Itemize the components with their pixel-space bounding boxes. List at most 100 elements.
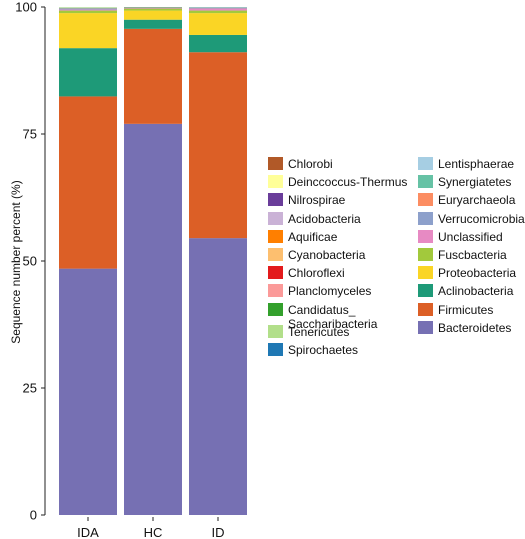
legend-label: Lentisphaerae <box>438 157 515 171</box>
legend-swatch <box>268 342 283 356</box>
legend-item: Chlorobi <box>268 157 407 175</box>
legend-swatch <box>418 211 433 225</box>
legend-item: Aclinobacteria <box>418 284 525 302</box>
bar-segment-id-fuscbacteria <box>189 10 247 14</box>
legend-swatch <box>268 211 283 225</box>
legend-swatch <box>418 157 433 170</box>
bar-segment-id-bacteroidetes <box>189 238 247 515</box>
bar-segment-ida-tenericutes <box>59 7 117 8</box>
legend-item: Deinccoccus-Thermus <box>268 175 407 193</box>
y-tick-label: 100 <box>15 0 37 15</box>
bar-segment-hc-synergiatetes <box>124 7 182 8</box>
legend-label: Deinccoccus-Thermus <box>288 175 408 190</box>
y-axis-title: Sequence number percent (%) <box>9 180 23 343</box>
legend-swatch <box>268 193 283 207</box>
legend-swatch <box>418 247 433 261</box>
legend-item: Lentisphaerae <box>418 157 525 175</box>
bar-segment-ida-aclinobacteria <box>59 48 117 97</box>
legend-label: Candidatus_ Saccharibacteria <box>288 302 378 331</box>
legend-label: Verrucomicrobia <box>438 211 525 226</box>
legend-swatch <box>268 284 283 298</box>
legend-item: Tenericutes <box>268 324 407 343</box>
bar-segment-ida-fuscbacteria <box>59 10 117 14</box>
legend-item: Verrucomicrobia <box>418 211 525 230</box>
bar-segment-hc-aclinobacteria <box>124 19 182 29</box>
bar-segment-id-firmicutes <box>189 52 247 239</box>
legend-label: Aquificae <box>288 229 338 244</box>
legend-swatch <box>418 266 433 280</box>
bar-segment-hc-fuscbacteria <box>124 8 182 11</box>
legend-item: Acidobacteria <box>268 211 407 230</box>
legend-label: Planclomyceles <box>288 284 372 299</box>
legend-swatch <box>268 324 283 338</box>
legend-item: Bacteroidetes <box>418 320 525 339</box>
bar-segment-ida-verrucomicrobia <box>59 8 117 10</box>
bar-segment-id-aclinobacteria <box>189 34 247 53</box>
legend-label: Unclassified <box>438 229 503 244</box>
bar-segment-id-lentisphaerae <box>189 7 247 8</box>
x-tick-label-id: ID <box>212 525 225 539</box>
legend-swatch <box>418 320 433 334</box>
legend-label: Firmicutes <box>438 302 494 317</box>
legend-item: Nilrospirae <box>268 193 407 211</box>
legend-swatch <box>268 175 283 189</box>
legend-swatch <box>418 193 433 207</box>
bar-segment-hc-proteobacteria <box>124 10 182 20</box>
bar-segment-hc-bacteroidetes <box>124 123 182 515</box>
axes-layer: 0 25 50 75 100 IDA HC ID <box>15 0 224 539</box>
legend-swatch <box>268 247 283 261</box>
legend-swatch <box>418 284 433 298</box>
x-tick-label-ida: IDA <box>77 525 99 539</box>
legend-label: Proteobacteria <box>438 266 517 281</box>
bar-segment-id-proteobacteria <box>189 13 247 35</box>
legend-label: Synergiatetes <box>438 175 512 190</box>
legend-label: Acidobacteria <box>288 211 361 226</box>
legend-item: Proteobacteria <box>418 266 525 284</box>
y-tick-label: 50 <box>23 254 37 269</box>
bar-segment-hc-firmicutes <box>124 28 182 124</box>
legend-label: Chlorobi <box>288 157 333 171</box>
bar-segment-ida-unclassified <box>59 9 117 11</box>
y-tick-label: 25 <box>23 381 37 396</box>
legend-label: Fuscbacteria <box>438 247 507 262</box>
legend-item: Spirochaetes <box>268 342 407 361</box>
legend-item: Firmicutes <box>418 302 525 321</box>
legend-label: Cyanobacteria <box>288 247 366 262</box>
legend-column-left: Chlorobi Deinccoccus-Thermus Nilrospirae Ac… <box>268 157 407 361</box>
legend-item: Candidatus_ Saccharibacteria <box>268 302 407 331</box>
legend-label: Chloroflexi <box>288 266 345 281</box>
legend-label: Tenericutes <box>288 324 350 339</box>
legend-column-right: Lentisphaerae Synergiatetes Euryarchaeola V… <box>418 157 525 339</box>
legend-swatch <box>418 229 433 243</box>
y-tick-label: 0 <box>30 508 37 523</box>
legend-swatch <box>418 302 433 316</box>
legend-swatch <box>268 266 283 280</box>
legend-swatch <box>268 157 283 170</box>
legend-item: Cyanobacteria <box>268 247 407 266</box>
bar-segment-ida-firmicutes <box>59 96 117 269</box>
legend-label: Nilrospirae <box>288 193 346 208</box>
legend-swatch <box>418 175 433 189</box>
bar-segment-id-verrucomicrobia <box>189 8 247 9</box>
y-tick-label: 75 <box>23 127 37 142</box>
legend-swatch <box>268 229 283 243</box>
legend-item: Chloroflexi <box>268 266 407 284</box>
legend-item: Synergiatetes <box>418 175 525 193</box>
legend-label: Euryarchaeola <box>438 193 516 208</box>
bar-segment-ida-bacteroidetes <box>59 268 117 515</box>
bar-segment-ida-proteobacteria <box>59 13 117 49</box>
legend-item: Euryarchaeola <box>418 193 525 211</box>
x-tick-label-hc: HC <box>144 525 163 539</box>
legend-label: Spirochaetes <box>288 342 359 357</box>
legend-item: Planclomyceles <box>268 284 407 302</box>
legend-item: Aquificae <box>268 229 407 248</box>
legend-item: Fuscbacteria <box>418 247 525 266</box>
legend-label: Aclinobacteria <box>438 284 514 299</box>
legend-swatch <box>268 302 283 316</box>
bar-segment-id-unclassified <box>189 8 247 11</box>
bar-segment-hc-unclassified <box>124 8 182 9</box>
legend-label: Bacteroidetes <box>438 320 512 335</box>
bar-layer <box>59 7 247 515</box>
legend-item: Unclassified <box>418 229 525 248</box>
